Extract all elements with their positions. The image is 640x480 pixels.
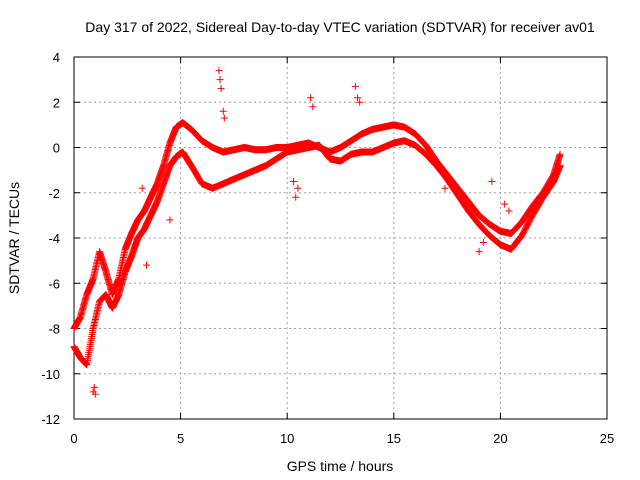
data-points <box>70 67 564 398</box>
y-tick-label: -10 <box>41 367 60 382</box>
outlier-point <box>294 184 302 192</box>
x-tick-label: 15 <box>387 431 401 446</box>
outlier-point <box>292 193 300 201</box>
outlier-point <box>501 200 509 208</box>
x-tick-label: 10 <box>280 431 294 446</box>
outlier-point <box>219 107 227 115</box>
outlier-point <box>307 94 315 102</box>
y-tick-label: 0 <box>53 141 60 156</box>
y-tick-label: 4 <box>53 50 60 65</box>
axis-ticks: 0 5 10 15 20 25 -12 -10 -8 -6 -4 -2 0 2 4 <box>41 50 614 446</box>
outlier-point <box>215 67 223 75</box>
x-tick-label: 20 <box>493 431 507 446</box>
outlier-point <box>488 177 496 185</box>
y-tick-label: -6 <box>48 276 60 291</box>
outlier-point <box>441 184 449 192</box>
data-point <box>556 150 564 158</box>
outlier-point <box>90 383 98 391</box>
outlier-point <box>142 261 150 269</box>
x-tick-label: 25 <box>600 431 614 446</box>
outlier-point <box>166 216 174 224</box>
outlier-point <box>351 82 359 90</box>
outlier-point <box>356 98 364 106</box>
x-axis-label: GPS time / hours <box>287 458 394 474</box>
y-tick-label: -4 <box>48 231 60 246</box>
outlier-point <box>138 184 146 192</box>
outlier-point <box>217 85 225 93</box>
x-tick-label: 5 <box>177 431 184 446</box>
y-axis-label: SDTVAR / TECUs <box>6 182 22 294</box>
y-tick-label: -2 <box>48 186 60 201</box>
y-tick-label: -12 <box>41 412 60 427</box>
data-point <box>556 162 564 170</box>
y-tick-label: -8 <box>48 322 60 337</box>
outlier-point <box>91 390 99 398</box>
outlier-point <box>220 114 228 122</box>
outlier-point <box>216 76 224 84</box>
outlier-point <box>479 239 487 247</box>
outlier-point <box>290 177 298 185</box>
chart-title: Day 317 of 2022, Sidereal Day-to-day VTE… <box>85 19 595 35</box>
grid-lines <box>74 57 607 419</box>
outlier-point <box>354 94 362 102</box>
y-tick-label: 2 <box>53 95 60 110</box>
outlier-point <box>505 207 513 215</box>
outlier-point <box>309 103 317 111</box>
outlier-point <box>475 248 483 256</box>
outlier-point <box>443 175 451 183</box>
x-tick-label: 0 <box>70 431 77 446</box>
